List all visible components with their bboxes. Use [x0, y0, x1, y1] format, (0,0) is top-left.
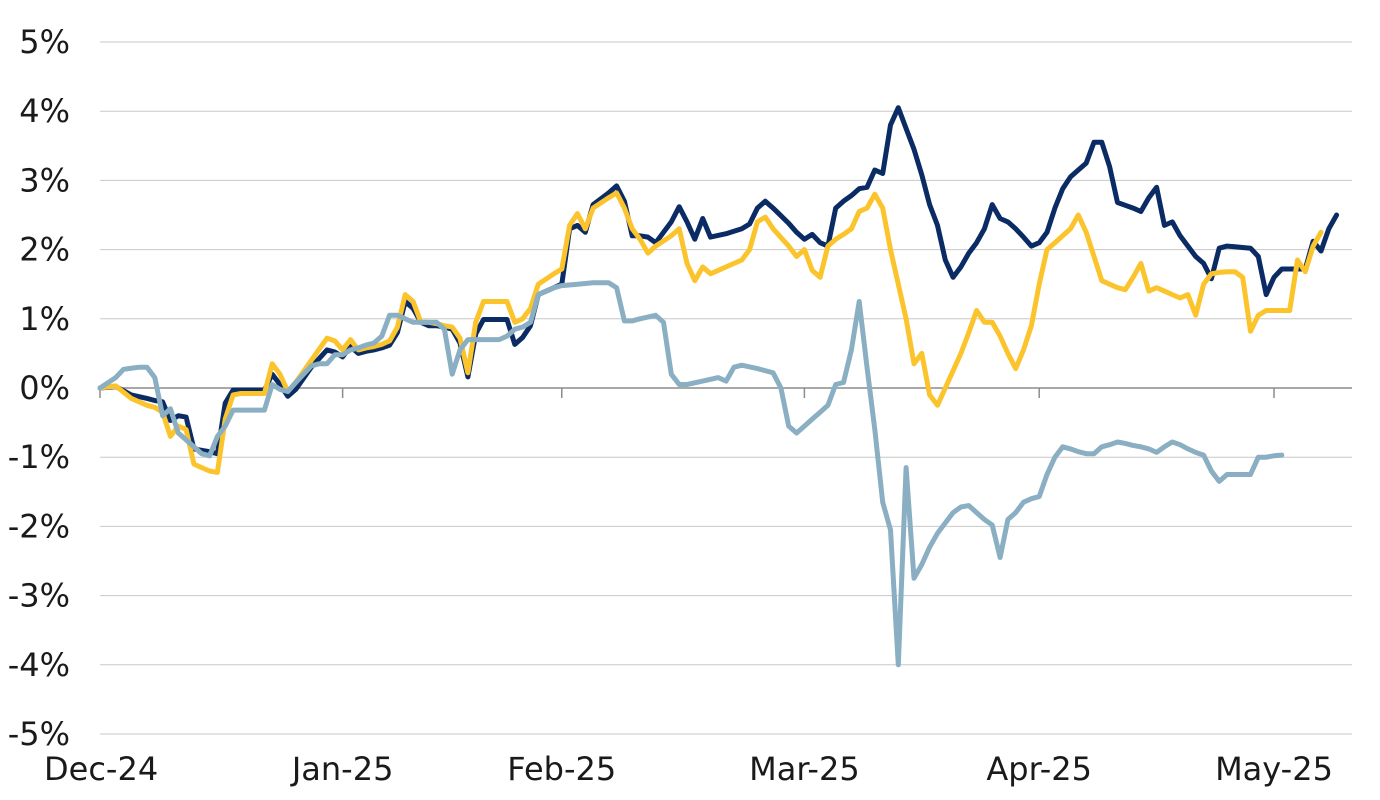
- x-tick-label: Dec-24: [44, 750, 158, 788]
- x-tick-label: Apr-25: [986, 750, 1092, 788]
- y-tick-label: -4%: [8, 646, 70, 684]
- y-tick-label: -2%: [8, 507, 70, 545]
- y-tick-label: 3%: [19, 161, 70, 199]
- y-tick-label: 2%: [19, 231, 70, 269]
- y-axis-tick-labels: 5% 4% 3% 2% 1% 0% -1% -2% -3% -4% -5%: [8, 23, 70, 753]
- y-tick-label: 1%: [19, 300, 70, 338]
- series-line-3: [97, 280, 1285, 668]
- y-tick-label: -3%: [8, 577, 70, 615]
- x-tick-label: May-25: [1215, 750, 1333, 788]
- series-lines: [97, 105, 1340, 668]
- y-tick-label: -1%: [8, 438, 70, 476]
- y-tick-label: -5%: [8, 715, 70, 753]
- series-line-1: [97, 105, 1340, 457]
- x-tick-label: Jan-25: [290, 750, 394, 788]
- series-line-2: [97, 190, 1324, 475]
- x-axis-tick-labels: Dec-24 Jan-25 Feb-25 Mar-25 Apr-25 May-25: [44, 750, 1333, 788]
- y-tick-label: 5%: [19, 23, 70, 61]
- y-tick-label: 0%: [19, 369, 70, 407]
- x-tick-label: Mar-25: [749, 750, 860, 788]
- x-tick-label: Feb-25: [507, 750, 616, 788]
- gridlines: [99, 41, 1352, 735]
- y-tick-label: 4%: [19, 92, 70, 130]
